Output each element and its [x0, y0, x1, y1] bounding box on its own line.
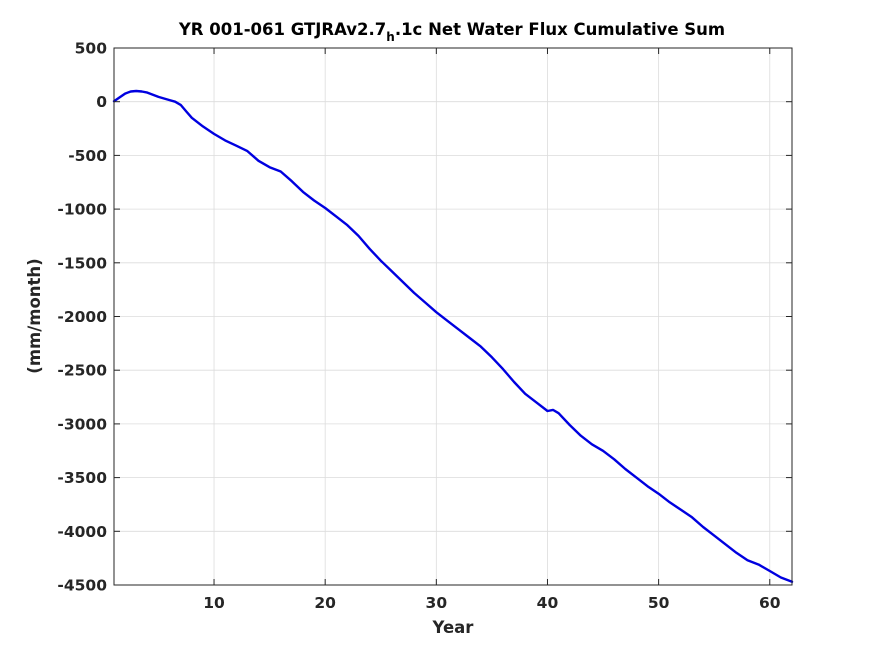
x-tick-label: 60 [759, 594, 781, 612]
chart-title: YR 001-061 GTJRAv2.7h.1c Net Water Flux … [178, 20, 725, 44]
y-tick-label: -3500 [57, 469, 107, 487]
x-tick-label: 40 [537, 594, 559, 612]
y-tick-label: 500 [75, 40, 108, 58]
x-tick-label: 20 [314, 594, 336, 612]
y-tick-label: -3000 [57, 415, 107, 433]
series-line-0 [112, 89, 794, 583]
y-tick-label: -2000 [57, 308, 107, 326]
y-tick-label: -4000 [57, 523, 107, 541]
x-tick-label: 50 [648, 594, 670, 612]
y-axis-label: (mm/month) [25, 258, 44, 373]
plot-series [112, 89, 794, 583]
chart-title-subscript: h [386, 30, 395, 44]
x-axis-label: Year [432, 618, 475, 637]
y-tick-label: -1000 [57, 201, 107, 219]
y-tick-label: -500 [68, 147, 107, 165]
y-tick-label: -1500 [57, 254, 107, 272]
x-tick-label: 30 [426, 594, 448, 612]
chart-title-main: YR 001-061 GTJRAv2.7 [178, 20, 386, 39]
axis-ticks: 10 20 30 40 50 60 500 0 -500 -1000 -1500 -2000 -2500… [57, 40, 792, 612]
y-tick-label: -2500 [57, 362, 107, 380]
x-tick-label: 10 [203, 594, 225, 612]
y-tick-label: 0 [96, 93, 107, 111]
chart-title-suffix: .1c Net Water Flux Cumulative Sum [395, 20, 725, 39]
y-tick-label: -4500 [57, 577, 107, 595]
